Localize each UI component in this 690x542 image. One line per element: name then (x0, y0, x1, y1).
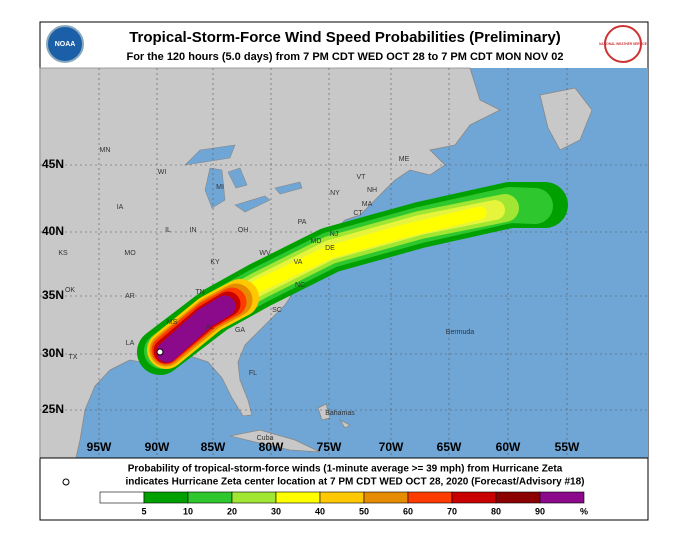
state-label: WV (259, 250, 271, 257)
state-label: TX (69, 354, 78, 361)
lat-label: 30N (42, 346, 64, 360)
scale-label: 30 (271, 506, 281, 516)
scale-label: 60 (403, 506, 413, 516)
state-label: MS (167, 319, 178, 326)
scale-box (99, 491, 145, 504)
state-label: MA (362, 201, 373, 208)
nws-logo (604, 25, 642, 63)
state-label: GA (235, 327, 245, 334)
place-label: Bermuda (446, 329, 475, 336)
map-labels: 45N 40N 35N 30N 25N 95W 90W 85W 80W 75W 70W 65W 60W 5… (42, 147, 580, 454)
scale-box (275, 491, 321, 504)
lon-label: 85W (201, 440, 226, 454)
legend-line-1: Probability of tropical-storm-force wind… (128, 464, 563, 475)
title: Tropical-Storm-Force Wind Speed Probabil… (129, 29, 561, 46)
scale-label: 80 (491, 506, 501, 516)
lon-label: 65W (437, 440, 462, 454)
state-label: KS (58, 250, 68, 257)
lon-label: 70W (379, 440, 404, 454)
lon-label: 55W (555, 440, 580, 454)
scale-label: 10 (183, 506, 193, 516)
state-label: NC (295, 282, 305, 289)
subtitle: For the 120 hours (5.0 days) from 7 PM C… (126, 51, 563, 63)
scale-box (143, 491, 189, 504)
state-label: IN (190, 227, 197, 234)
lon-label: 75W (317, 440, 342, 454)
scale-label: % (580, 506, 588, 516)
state-label: LA (126, 340, 135, 347)
lat-label: 45N (42, 157, 64, 171)
scale-box (319, 491, 365, 504)
scale-box (187, 491, 233, 504)
state-label: AR (125, 293, 135, 300)
great-lakes (184, 144, 303, 213)
swath-90 (156, 295, 236, 363)
state-label: MD (311, 238, 322, 245)
place-label: Cuba (257, 435, 274, 442)
scale-box (451, 491, 497, 504)
map: 45N 40N 35N 30N 25N 95W 90W 85W 80W 75W 70W 65W 60W 5… (39, 67, 648, 459)
scale-box (495, 491, 541, 504)
state-label: AL (206, 324, 215, 331)
cuba-shape (229, 429, 321, 453)
graticule (40, 68, 648, 458)
state-label: WI (158, 169, 167, 176)
state-label: KY (210, 259, 220, 266)
scale-box (407, 491, 453, 504)
lat-label: 40N (42, 224, 64, 238)
noaa-logo-text: NOAA (55, 41, 76, 48)
scale-box (539, 491, 585, 504)
storm-center (156, 348, 164, 356)
state-label: PA (298, 219, 307, 226)
state-label: MO (124, 250, 136, 257)
state-label: IA (117, 204, 124, 211)
scale-label: 5 (141, 506, 146, 516)
state-label: SC (272, 307, 282, 314)
state-label: MN (100, 147, 111, 154)
state-label: NH (367, 187, 377, 194)
state-label: VT (357, 174, 367, 181)
state-label: OH (238, 227, 249, 234)
center-icon (62, 478, 70, 486)
lon-label: 90W (145, 440, 170, 454)
lon-label: 95W (87, 440, 112, 454)
nws-logo-text: NATIONAL WEATHER SERVICE (599, 42, 647, 46)
noaa-logo (46, 25, 84, 63)
place-label: Bahamas (325, 410, 355, 417)
lat-label: 25N (42, 402, 64, 416)
state-label: TN (195, 289, 204, 296)
state-label: FL (249, 370, 257, 377)
scale-box (363, 491, 409, 504)
color-scale: 5 10 20 30 40 50 60 70 80 90% (99, 491, 588, 516)
lon-label: 80W (259, 440, 284, 454)
legend-line-2: indicates Hurricane Zeta center location… (125, 477, 584, 488)
state-label: NY (330, 190, 340, 197)
state-label: ME (399, 156, 410, 163)
lat-label: 35N (42, 288, 64, 302)
probability-swath (137, 182, 568, 375)
state-label: CT (353, 210, 363, 217)
state-label: OK (65, 287, 75, 294)
state-label: DE (325, 245, 335, 252)
newfoundland (539, 87, 593, 151)
scale-label: 40 (315, 506, 325, 516)
state-label: IL (165, 227, 171, 234)
scale-label: 50 (359, 506, 369, 516)
lon-label: 60W (496, 440, 521, 454)
scale-box (231, 491, 277, 504)
state-label: VA (294, 259, 303, 266)
state-label: NJ (330, 231, 339, 238)
state-label: MI (216, 184, 224, 191)
scale-label: 70 (447, 506, 457, 516)
scale-label: 90 (535, 506, 545, 516)
scale-label: 20 (227, 506, 237, 516)
